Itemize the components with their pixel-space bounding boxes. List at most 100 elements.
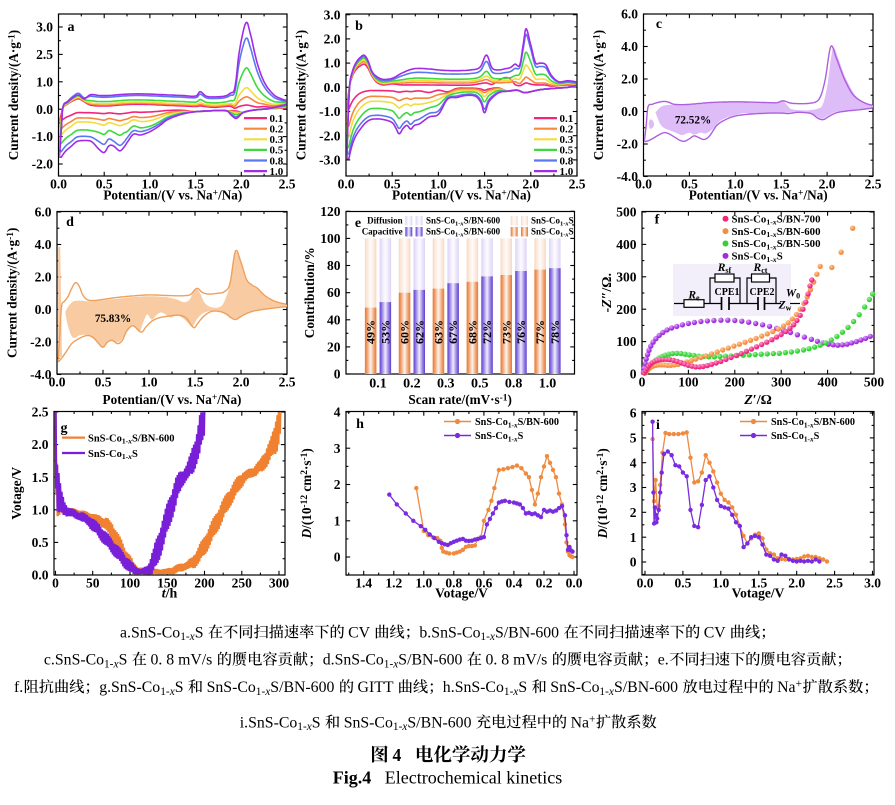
svg-text:3.0: 3.0 — [324, 7, 341, 22]
svg-text:SnS-Co: SnS-Co — [111, 679, 160, 696]
svg-text:a.: a. — [120, 624, 131, 641]
svg-text:0.5: 0.5 — [95, 375, 112, 390]
svg-text:0.3: 0.3 — [437, 377, 455, 392]
svg-text:c: c — [656, 17, 662, 32]
svg-text:-2.0: -2.0 — [617, 137, 639, 152]
svg-text:SnS-Co1-xS/BN-600: SnS-Co1-xS/BN-600 — [732, 226, 821, 239]
svg-text:1-: 1- — [384, 658, 394, 670]
svg-text:6.0: 6.0 — [621, 7, 638, 22]
svg-text:x: x — [392, 658, 398, 670]
svg-text:120: 120 — [320, 204, 341, 219]
svg-text:2.5: 2.5 — [36, 47, 53, 62]
svg-text:0.1: 0.1 — [560, 113, 574, 125]
svg-text:3: 3 — [334, 441, 341, 456]
svg-text:Electrochemical kinetics: Electrochemical kinetics — [385, 768, 562, 788]
svg-text:0: 0 — [334, 550, 341, 565]
svg-text:4.0: 4.0 — [621, 39, 638, 54]
svg-text:S/BN-600: S/BN-600 — [270, 679, 334, 696]
svg-text:x: x — [306, 721, 312, 733]
svg-text:Na: Na — [773, 679, 795, 696]
svg-text:200: 200 — [194, 576, 215, 591]
svg-text:1.0: 1.0 — [712, 576, 729, 591]
svg-text:S/BN-600: S/BN-600 — [407, 714, 471, 731]
svg-text:0: 0 — [630, 555, 637, 570]
svg-text:0.5: 0.5 — [270, 145, 284, 157]
svg-text:SnS-Co1-xS/BN-700: SnS-Co1-xS/BN-700 — [732, 213, 821, 226]
svg-text:i.: i. — [240, 714, 248, 731]
svg-text:100: 100 — [120, 576, 141, 591]
svg-text:1.5: 1.5 — [187, 375, 204, 390]
svg-text:0.0: 0.0 — [36, 102, 53, 117]
svg-text:200: 200 — [616, 302, 637, 317]
svg-text:Capacitive: Capacitive — [362, 227, 403, 237]
svg-text:1.0: 1.0 — [415, 576, 432, 591]
svg-text:d: d — [66, 215, 74, 230]
svg-text:Current density/(A·g-1): Current density/(A·g-1) — [5, 228, 20, 358]
svg-text:0.8: 0.8 — [270, 155, 284, 167]
svg-text:400: 400 — [616, 237, 637, 252]
svg-text:250: 250 — [232, 576, 253, 591]
svg-text:1.0: 1.0 — [430, 177, 447, 192]
svg-text:Rct: Rct — [753, 262, 768, 275]
svg-text:2.0: 2.0 — [35, 270, 52, 285]
svg-text:49%: 49% — [364, 320, 378, 344]
svg-text:SnS-Co: SnS-Co — [207, 679, 256, 696]
svg-text:Z′/Ω: Z′/Ω — [743, 393, 772, 408]
svg-text:0. 8 mV/s: 0. 8 mV/s — [482, 652, 552, 669]
svg-text:20: 20 — [327, 340, 341, 355]
svg-text:1.0: 1.0 — [32, 502, 49, 517]
svg-text:x: x — [401, 721, 407, 733]
svg-text:SnS-Co1-xS/BN-600: SnS-Co1-xS/BN-600 — [426, 216, 501, 228]
svg-text:a: a — [68, 20, 75, 35]
svg-text:SnS-Co1-xS/BN-600: SnS-Co1-xS/BN-600 — [475, 417, 559, 429]
svg-text:2.5: 2.5 — [826, 576, 843, 591]
svg-text:-4.0: -4.0 — [30, 367, 52, 382]
svg-text:1-: 1- — [480, 631, 490, 643]
svg-text:2.0: 2.0 — [32, 437, 49, 452]
svg-text:Potentian/(V vs. Na+/Na): Potentian/(V vs. Na+/Na) — [103, 188, 242, 203]
svg-text:100: 100 — [320, 231, 341, 246]
svg-text:2.0: 2.0 — [522, 177, 539, 192]
svg-text:2.0: 2.0 — [233, 177, 250, 192]
svg-text:2.0: 2.0 — [819, 177, 836, 192]
svg-text:-1.0: -1.0 — [319, 104, 341, 119]
svg-text:1.5: 1.5 — [773, 177, 790, 192]
svg-text:0: 0 — [52, 576, 59, 591]
svg-text:0.0: 0.0 — [621, 104, 638, 119]
svg-text:0.5: 0.5 — [96, 177, 113, 192]
svg-text:5: 5 — [630, 430, 637, 445]
svg-text:75.83%: 75.83% — [95, 313, 131, 325]
svg-text:2.5: 2.5 — [32, 405, 49, 420]
svg-text:S: S — [119, 652, 128, 669]
svg-text:SnS-Co1-xS/BN-600: SnS-Co1-xS/BN-600 — [88, 433, 175, 445]
svg-text:6: 6 — [630, 406, 637, 421]
svg-text:6.0: 6.0 — [35, 205, 52, 220]
svg-text:4: 4 — [388, 745, 406, 765]
svg-text:CV: CV — [700, 624, 730, 641]
svg-text:62%: 62% — [412, 320, 426, 344]
svg-text:CPE1: CPE1 — [715, 287, 740, 298]
svg-text:0.2: 0.2 — [270, 124, 284, 136]
svg-text:0.5: 0.5 — [674, 576, 691, 591]
svg-text:0.1: 0.1 — [270, 113, 284, 125]
svg-text:x: x — [169, 686, 175, 698]
svg-text:D/(10-12 cm2·s-1): D/(10-12 cm2·s-1) — [299, 448, 314, 539]
svg-text:Votage/V: Votage/V — [435, 586, 488, 601]
svg-text:Fig.4: Fig.4 — [333, 768, 372, 788]
svg-text:SnS-Co1-xS/BN-500: SnS-Co1-xS/BN-500 — [732, 238, 821, 251]
svg-text:3: 3 — [630, 480, 637, 495]
svg-text:0. 8 mV/s: 0. 8 mV/s — [147, 652, 217, 669]
svg-text:x: x — [113, 658, 119, 670]
svg-text:1.4: 1.4 — [355, 576, 372, 591]
svg-text:SnS-Co: SnS-Co — [131, 624, 180, 641]
svg-text:c.: c. — [44, 652, 55, 669]
svg-text:Current density/(A·g-1): Current density/(A·g-1) — [591, 30, 606, 160]
svg-text:1.5: 1.5 — [32, 470, 49, 485]
svg-text:D/(10-12 cm2·s-1): D/(10-12 cm2·s-1) — [595, 448, 610, 539]
svg-text:1-: 1- — [180, 631, 190, 643]
svg-text:50: 50 — [86, 576, 100, 591]
svg-text:300: 300 — [771, 375, 792, 390]
svg-text:-Z″/Ω.: -Z″/Ω. — [600, 273, 615, 313]
svg-text:S/BN-600: S/BN-600 — [495, 624, 559, 641]
svg-text:0.8: 0.8 — [505, 377, 523, 392]
